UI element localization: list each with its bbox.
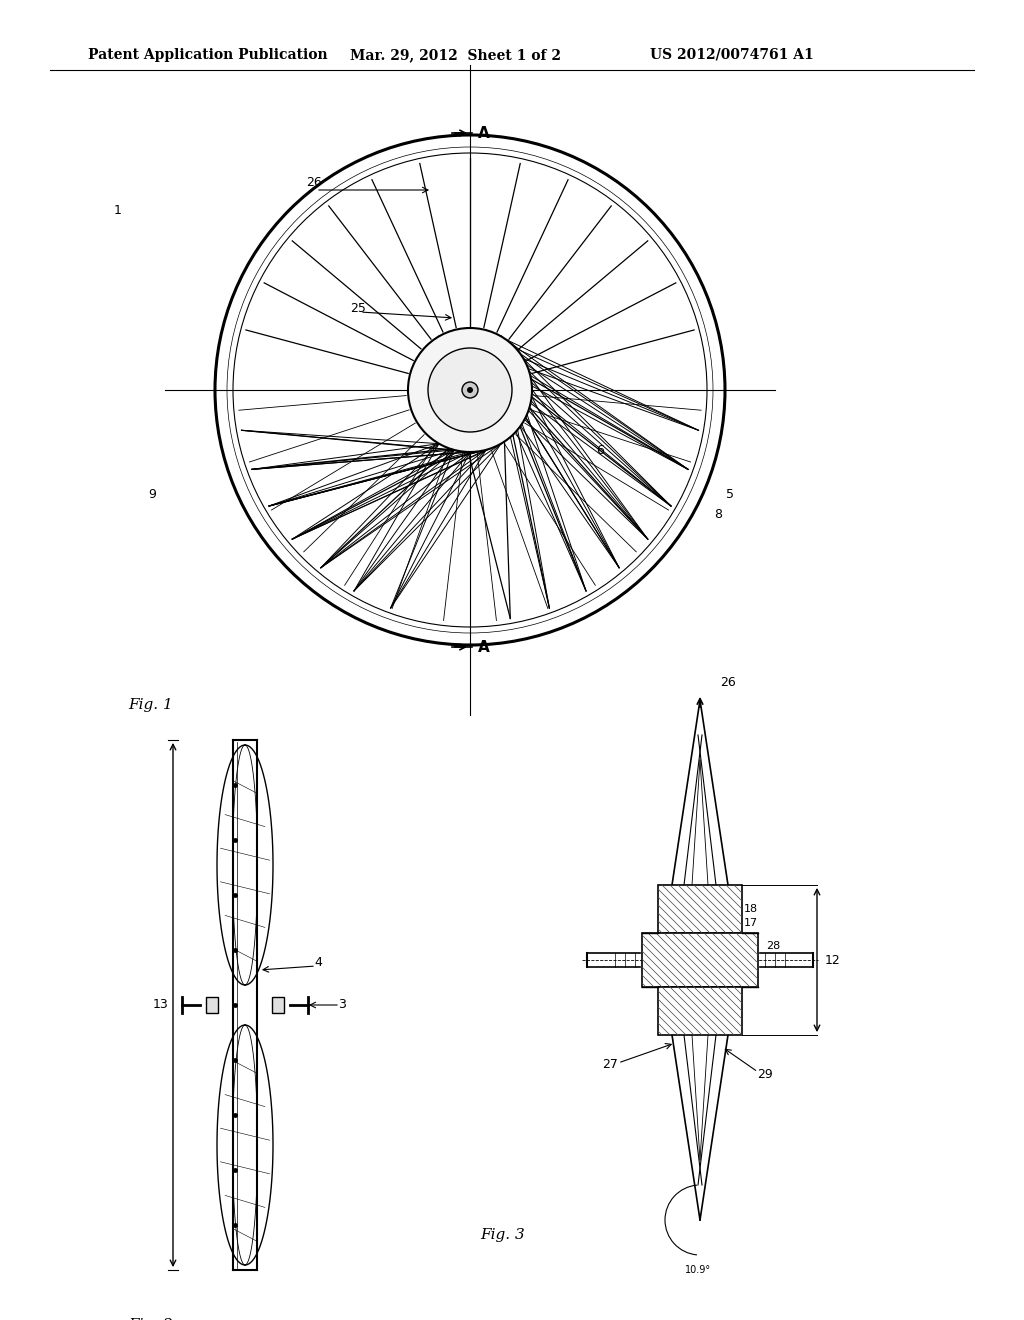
Text: Fig. 2: Fig. 2 bbox=[128, 1317, 173, 1320]
Text: 8: 8 bbox=[714, 508, 722, 521]
Text: 29: 29 bbox=[757, 1068, 773, 1081]
Text: A: A bbox=[478, 125, 489, 140]
Text: 6: 6 bbox=[596, 444, 604, 457]
Text: A: A bbox=[478, 639, 489, 655]
Text: 26: 26 bbox=[720, 676, 736, 689]
Bar bbox=[642, 933, 758, 987]
Text: 3: 3 bbox=[338, 998, 346, 1011]
Bar bbox=[272, 997, 284, 1012]
Bar bbox=[658, 884, 742, 933]
Circle shape bbox=[462, 381, 478, 399]
Circle shape bbox=[467, 387, 473, 393]
Bar bbox=[658, 987, 742, 1035]
Text: Fig. 1: Fig. 1 bbox=[128, 698, 173, 711]
Text: 18: 18 bbox=[480, 412, 496, 425]
Text: 18: 18 bbox=[744, 904, 758, 913]
Text: 5: 5 bbox=[726, 488, 734, 502]
Text: US 2012/0074761 A1: US 2012/0074761 A1 bbox=[650, 48, 814, 62]
Text: 28: 28 bbox=[766, 941, 780, 950]
Text: Fig. 3: Fig. 3 bbox=[480, 1228, 524, 1242]
Text: 27: 27 bbox=[602, 1059, 617, 1072]
Text: 17: 17 bbox=[744, 917, 758, 928]
Circle shape bbox=[428, 348, 512, 432]
Text: 25: 25 bbox=[350, 301, 366, 314]
Text: 1: 1 bbox=[114, 203, 122, 216]
Circle shape bbox=[408, 327, 532, 451]
Text: 10.9°: 10.9° bbox=[685, 1265, 711, 1275]
Text: 2: 2 bbox=[461, 375, 469, 388]
Text: 13: 13 bbox=[154, 998, 169, 1011]
Text: Mar. 29, 2012  Sheet 1 of 2: Mar. 29, 2012 Sheet 1 of 2 bbox=[350, 48, 561, 62]
Text: 17: 17 bbox=[424, 412, 440, 425]
Bar bbox=[206, 997, 218, 1012]
Text: 26: 26 bbox=[306, 177, 322, 190]
Text: 4: 4 bbox=[314, 957, 322, 969]
Text: Patent Application Publication: Patent Application Publication bbox=[88, 48, 328, 62]
Text: 12: 12 bbox=[825, 953, 841, 966]
Text: 9: 9 bbox=[148, 488, 156, 502]
